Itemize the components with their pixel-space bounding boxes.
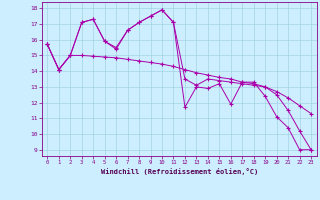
X-axis label: Windchill (Refroidissement éolien,°C): Windchill (Refroidissement éolien,°C) <box>100 168 258 175</box>
